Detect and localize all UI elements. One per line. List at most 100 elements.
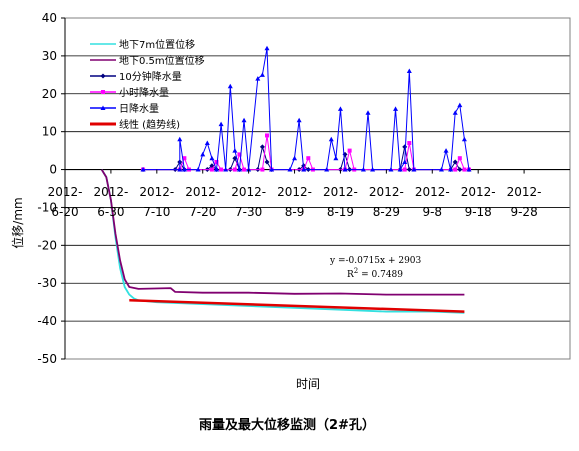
series-point-4 bbox=[227, 83, 233, 89]
y-tick-label: -40 bbox=[37, 314, 57, 328]
series-point-2 bbox=[402, 144, 408, 150]
gridlines bbox=[65, 55, 570, 322]
series-point-3 bbox=[306, 156, 311, 161]
trendline-equation: y =-0.0715x + 2903 bbox=[329, 256, 422, 266]
y-tick-label: 30 bbox=[42, 49, 57, 63]
series-point-4 bbox=[438, 167, 444, 172]
x-tick-label-date: 6-20 bbox=[51, 205, 78, 219]
series-line-2 bbox=[143, 146, 469, 171]
series-point-4 bbox=[406, 68, 412, 74]
x-tick-label-date: 6-30 bbox=[97, 205, 124, 219]
y-tick-label: 10 bbox=[42, 125, 57, 139]
x-tick-label-date: 9-28 bbox=[510, 205, 537, 219]
series-point-3 bbox=[232, 167, 237, 172]
series-point-3 bbox=[265, 133, 269, 138]
series-point-4 bbox=[255, 76, 261, 81]
series-point-4 bbox=[457, 102, 463, 108]
series-point-4 bbox=[301, 167, 307, 172]
y-tick-label: 20 bbox=[42, 87, 57, 101]
series-point-4 bbox=[443, 148, 449, 153]
series-point-2 bbox=[259, 144, 265, 150]
x-tick-label-date: 9-8 bbox=[422, 205, 442, 219]
series-point-3 bbox=[260, 167, 265, 172]
series-point-3 bbox=[462, 167, 467, 172]
series-point-3 bbox=[457, 156, 462, 161]
series-1 bbox=[100, 169, 465, 296]
series-point-4 bbox=[200, 151, 206, 157]
legend-marker-4 bbox=[100, 105, 106, 110]
series-point-3 bbox=[209, 167, 214, 172]
series-point-4 bbox=[214, 167, 219, 172]
series-point-2 bbox=[264, 159, 270, 165]
x-tick-label-year: 2012- bbox=[48, 185, 83, 199]
series-point-4 bbox=[259, 72, 265, 77]
x-tick-label-year: 2012- bbox=[185, 185, 220, 199]
series-point-4 bbox=[177, 167, 183, 172]
series-point-3 bbox=[453, 167, 458, 172]
series-point-3 bbox=[214, 159, 219, 164]
y-axis-ticks: 40 30 20 10 0 -10 -20 -30 -40 -50 bbox=[37, 11, 65, 366]
series-point-4 bbox=[333, 155, 339, 161]
x-tick-label-date: 7-20 bbox=[189, 205, 216, 219]
y-tick-label: 0 bbox=[49, 163, 57, 177]
series-point-4 bbox=[397, 167, 403, 172]
y-axis-label: 位移/mm bbox=[10, 197, 25, 248]
series-point-2 bbox=[452, 159, 458, 165]
series-point-4 bbox=[204, 140, 210, 146]
x-tick-label-year: 2012- bbox=[461, 185, 496, 199]
series-point-4 bbox=[448, 167, 454, 172]
x-axis-ticks: 2012- 6-20 2012- 6-30 2012- 7-10 2012- 7-20 2012… bbox=[48, 169, 542, 219]
legend-label-4: 日降水量 bbox=[119, 102, 159, 115]
x-tick-label-date: 7-10 bbox=[143, 205, 170, 219]
y-tick-label: 40 bbox=[42, 11, 57, 25]
series-point-4 bbox=[287, 167, 293, 172]
y-tick-label: -20 bbox=[37, 238, 57, 252]
series-point-4 bbox=[181, 167, 187, 172]
legend-label-3: 小时降水量 bbox=[119, 86, 169, 99]
series-point-4 bbox=[140, 167, 146, 172]
series-point-4 bbox=[292, 155, 298, 161]
x-tick-label-year: 2012- bbox=[277, 185, 312, 199]
x-tick-label-year: 2012- bbox=[139, 185, 174, 199]
series-point-3 bbox=[219, 167, 224, 172]
series-point-4 bbox=[393, 106, 399, 111]
x-tick-label-date: 8-29 bbox=[373, 205, 400, 219]
series-point-4 bbox=[177, 136, 183, 142]
legend-label-1: 地下0.5m位置位移 bbox=[119, 54, 205, 67]
series-point-4 bbox=[232, 148, 238, 153]
legend-label-5: 线性 (趋势线) bbox=[119, 118, 180, 131]
legend-marker-2 bbox=[100, 73, 106, 79]
x-tick-label-year: 2012- bbox=[415, 185, 450, 199]
series-point-4 bbox=[461, 136, 467, 142]
series-point-4 bbox=[360, 167, 366, 172]
series-point-4 bbox=[236, 167, 242, 172]
x-tick-label-year: 2012- bbox=[93, 185, 128, 199]
trendline-r-squared: R2 = 0.7489 bbox=[347, 267, 403, 280]
series-point-2 bbox=[457, 167, 463, 173]
series-point-4 bbox=[296, 117, 302, 123]
series-point-3 bbox=[182, 156, 187, 161]
x-tick-label-date: 9-18 bbox=[465, 205, 492, 219]
legend-label-2: 10分钟降水量 bbox=[119, 70, 182, 83]
legend-marker-3 bbox=[101, 90, 105, 94]
series-point-4 bbox=[264, 45, 270, 51]
series-4 bbox=[140, 45, 472, 172]
series-point-4 bbox=[269, 167, 275, 172]
chart-title: 雨量及最大位移监测（2#孔） bbox=[199, 417, 375, 433]
x-axis-label: 时间 bbox=[296, 377, 320, 391]
series-point-3 bbox=[402, 167, 407, 172]
series-point-4 bbox=[328, 136, 334, 142]
series-point-2 bbox=[406, 167, 412, 173]
series-point-4 bbox=[324, 167, 330, 172]
series-point-4 bbox=[241, 117, 247, 123]
x-tick-label-year: 2012- bbox=[231, 185, 266, 199]
x-tick-label-year: 2012- bbox=[369, 185, 404, 199]
legend-label-0: 地下7m位置位移 bbox=[119, 38, 195, 51]
x-tick-label-year: 2012- bbox=[507, 185, 542, 199]
series-point-4 bbox=[370, 167, 376, 172]
series-point-4 bbox=[402, 159, 408, 164]
series-point-4 bbox=[218, 121, 224, 127]
x-tick-label-year: 2012- bbox=[323, 185, 358, 199]
series-line-5 bbox=[129, 299, 465, 313]
